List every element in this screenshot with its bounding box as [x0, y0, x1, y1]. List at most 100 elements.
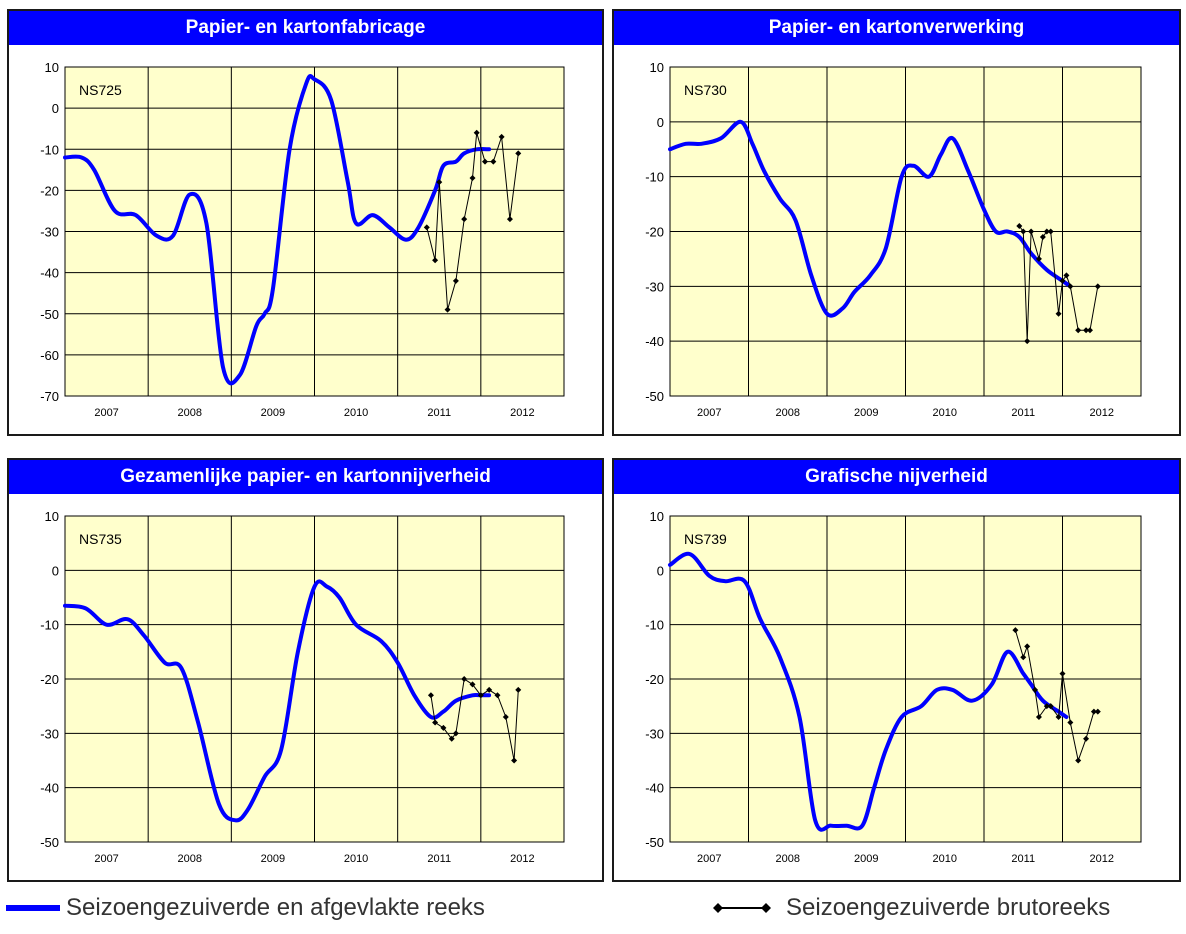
raw-series-point [1059, 277, 1066, 284]
chart-title-1: Papier- en kartonfabricage [9, 11, 602, 45]
raw-series-point [515, 150, 522, 157]
chart-svg-2: 10 0 -10 -20 -30 -40 -50 2007 2008 2009 2010 2011 20… [645, 60, 1142, 419]
raw-series-point [486, 686, 493, 693]
raw-series-point [436, 179, 443, 186]
chart-title-2: Papier- en kartonverwerking [614, 11, 1179, 45]
chart-panel-4: Grafische nijverheid 10 0 -10 -20 -30 -40 -50 2… [612, 458, 1181, 882]
x-tick-label: 2007 [697, 853, 721, 865]
smooth-line-swatch [6, 905, 60, 911]
raw-series-point [1090, 708, 1097, 715]
x-tick-label: 2010 [344, 407, 368, 419]
y-tick-label: 0 [657, 563, 664, 578]
raw-series-point [498, 133, 505, 140]
raw-series-point [1059, 670, 1066, 677]
y-tick-label: -10 [40, 618, 59, 633]
series-code-label: NS735 [79, 531, 122, 547]
y-tick-label: -60 [40, 348, 59, 363]
raw-series-point [1035, 714, 1042, 721]
x-tick-label: 2012 [1090, 853, 1114, 865]
x-tick-label: 2007 [94, 407, 118, 419]
x-tick-label: 2010 [933, 853, 957, 865]
raw-series-line [1018, 225, 1099, 342]
raw-series-point [432, 257, 439, 264]
raw-series-point [461, 216, 468, 223]
legend-raw: Seizoengezuiverde brutoreeks [712, 888, 1110, 928]
raw-series-point [427, 692, 434, 699]
x-tick-label: 2011 [1011, 853, 1035, 865]
x-tick-label: 2009 [261, 853, 285, 865]
raw-series-point [1020, 228, 1027, 235]
y-tick-label: -30 [40, 225, 59, 240]
x-tick-label: 2008 [178, 407, 202, 419]
y-tick-label: -50 [40, 307, 59, 322]
x-tick-label: 2008 [776, 407, 800, 419]
y-tick-label: -50 [40, 835, 59, 850]
raw-series-point [448, 735, 455, 742]
y-tick-label: -40 [40, 266, 59, 281]
x-tick-label: 2009 [854, 407, 878, 419]
raw-series-point [444, 306, 451, 313]
y-tick-label: 10 [650, 509, 664, 524]
y-tick-label: -50 [645, 835, 664, 850]
y-tick-label: -10 [645, 170, 664, 185]
raw-series-point [1028, 228, 1035, 235]
y-tick-label: -10 [645, 618, 664, 633]
y-tick-label: -20 [40, 183, 59, 198]
chart-svg-4: 10 0 -10 -20 -30 -40 -50 2007 2008 2009 2010 2011 20… [645, 509, 1142, 865]
legend-smooth: Seizoengezuiverde en afgevlakte reeks [6, 888, 485, 928]
smooth-series-line [63, 74, 492, 386]
legend-smooth-label: Seizoengezuiverde en afgevlakte reeks [66, 894, 485, 921]
chart-title-4: Grafische nijverheid [614, 460, 1179, 494]
raw-series-point [440, 724, 447, 731]
raw-series-point [423, 224, 430, 231]
raw-series-point [481, 158, 488, 165]
y-tick-label: -40 [645, 334, 664, 349]
raw-series-point [1075, 327, 1082, 334]
x-tick-label: 2009 [854, 853, 878, 865]
y-tick-label: 10 [650, 60, 664, 75]
raw-series-point [490, 158, 497, 165]
raw-series-point [432, 719, 439, 726]
series-code-label: NS725 [79, 82, 122, 98]
x-tick-label: 2008 [178, 853, 202, 865]
x-tick-label: 2008 [776, 853, 800, 865]
series-code-label: NS730 [684, 82, 727, 98]
x-tick-label: 2009 [261, 407, 285, 419]
x-tick-label: 2012 [1090, 407, 1114, 419]
raw-series-point [1020, 654, 1027, 661]
chart-title-3: Gezamenlijke papier- en kartonnijverheid [9, 460, 602, 494]
raw-series-point [1063, 272, 1070, 279]
y-tick-label: -30 [645, 279, 664, 294]
raw-series-point [1039, 233, 1046, 240]
raw-series-point [1035, 255, 1042, 262]
x-tick-label: 2011 [427, 407, 451, 419]
raw-series-point [1032, 686, 1039, 693]
smooth-series-line [63, 579, 492, 823]
y-tick-label: 0 [657, 115, 664, 130]
raw-series-point [1094, 708, 1101, 715]
y-tick-label: -20 [645, 225, 664, 240]
raw-series-point [1075, 757, 1082, 764]
chart-panel-2: Papier- en kartonverwerking 10 0 -10 -20 -30… [612, 9, 1181, 436]
chart-svg-3: 10 0 -10 -20 -30 -40 -50 2007 2008 2009 2010 2011 20… [40, 509, 565, 865]
raw-series-point [1024, 643, 1031, 650]
y-tick-label: -50 [645, 389, 664, 404]
y-tick-label: -40 [645, 781, 664, 796]
y-tick-label: 0 [52, 563, 59, 578]
raw-series-line [1014, 629, 1098, 763]
raw-series-point [461, 676, 468, 682]
y-tick-label: -30 [645, 726, 664, 741]
raw-series-point [469, 175, 476, 182]
y-tick-label: -30 [40, 726, 59, 741]
raw-series-point [1043, 703, 1050, 710]
raw-series-point [1067, 283, 1074, 290]
raw-series-point [1043, 228, 1050, 235]
series-code-label: NS739 [684, 531, 727, 547]
x-tick-label: 2011 [1011, 407, 1035, 419]
raw-series-point [1047, 228, 1054, 235]
raw-series-point [494, 692, 501, 699]
raw-series-point [452, 277, 459, 284]
raw-series-point [515, 686, 522, 693]
raw-series-point [1094, 283, 1101, 290]
raw-series-point [452, 730, 459, 737]
